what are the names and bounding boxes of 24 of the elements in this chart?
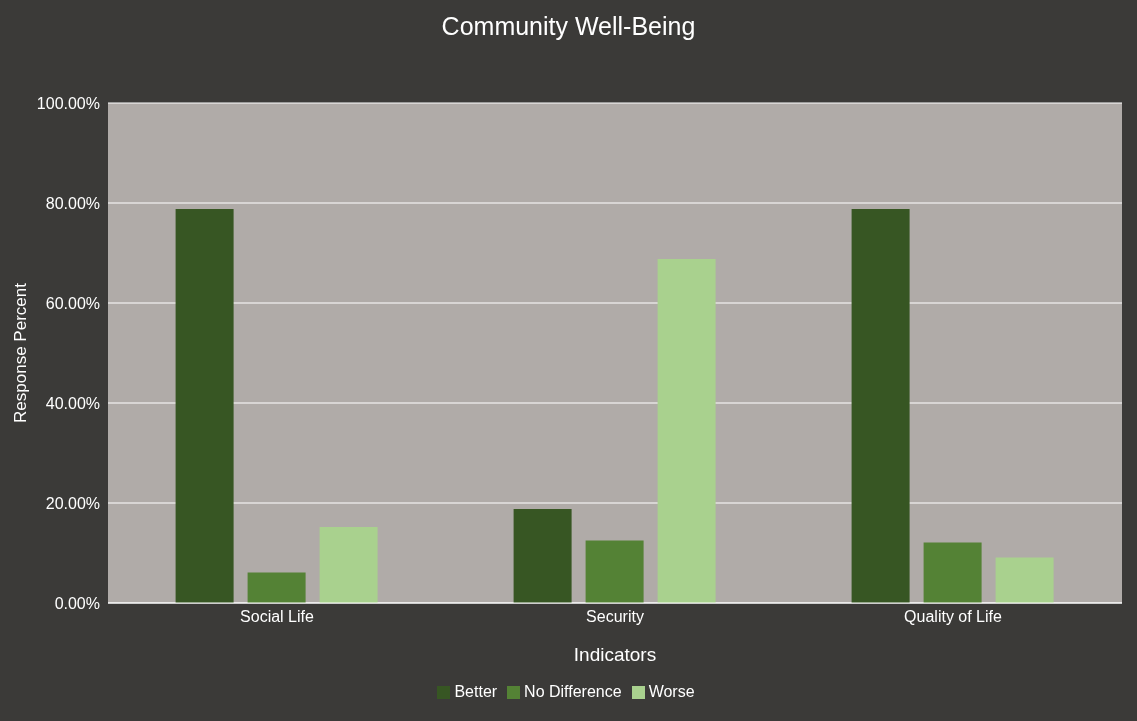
bar <box>319 527 378 603</box>
y-tick-label: 60.00% <box>45 294 100 312</box>
bar <box>175 209 234 603</box>
y-axis-title: Response Percent <box>11 282 31 423</box>
legend-label: No Difference <box>524 683 622 700</box>
bar <box>247 572 306 603</box>
legend-label: Worse <box>648 683 695 700</box>
bar <box>851 209 910 603</box>
bar <box>923 542 982 603</box>
x-tick-label: Social Life <box>240 608 315 626</box>
y-tick-label: 100.00% <box>36 94 100 112</box>
y-tick-label: 0.00% <box>54 594 100 612</box>
bar <box>513 509 572 603</box>
y-tick-label: 20.00% <box>45 494 100 512</box>
chart-title: Community Well-Being <box>440 12 697 41</box>
bar <box>657 259 716 603</box>
x-axis-title: Indicators <box>573 644 657 665</box>
bar <box>995 557 1054 603</box>
bar <box>585 540 644 603</box>
y-tick-label: 40.00% <box>45 394 100 412</box>
legend-label: Better <box>454 683 498 700</box>
y-tick-label: 80.00% <box>45 194 100 212</box>
x-tick-label: Security <box>586 608 644 626</box>
x-tick-label: Quality of Life <box>904 608 1003 626</box>
